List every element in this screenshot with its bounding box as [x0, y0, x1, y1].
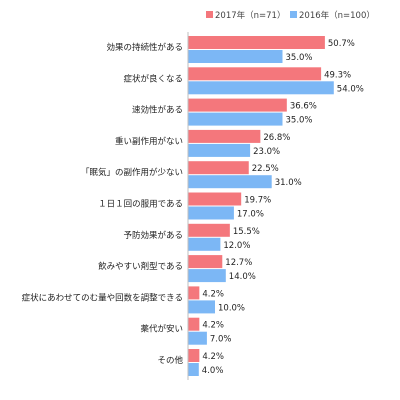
bar-2017 [188, 286, 200, 300]
value-label-2017: 26.8% [263, 133, 290, 143]
value-label-2017: 4.2% [202, 289, 224, 299]
value-label-2016: 12.0% [223, 241, 250, 251]
category-label: 効果の持続性がある [106, 42, 183, 53]
value-label-2017: 15.5% [233, 227, 260, 237]
category-label: 症状にあわせてのむ量や回数を調整できる [22, 292, 183, 303]
bar-2017 [188, 317, 200, 331]
bar-2017 [188, 349, 200, 362]
category-label: その他 [157, 355, 183, 366]
bar-2016 [188, 112, 283, 126]
value-label-2016: 14.0% [229, 272, 256, 282]
bar-2016 [188, 206, 234, 220]
value-label-2016: 35.0% [286, 116, 313, 126]
bar-2017 [188, 223, 230, 237]
value-label-2017: 12.7% [225, 258, 252, 268]
category-label: 速効性がある [132, 105, 183, 116]
category-label: 薬代が安い [140, 324, 183, 335]
bar-2016 [188, 269, 226, 283]
bar-2016 [188, 81, 334, 95]
value-label-2017: 49.3% [324, 70, 351, 80]
bar-2017 [188, 36, 325, 49]
value-label-2016: 4.0% [202, 366, 224, 376]
value-label-2017: 36.6% [290, 102, 317, 112]
bar-2016 [188, 237, 221, 251]
value-label-2017: 4.2% [202, 352, 224, 362]
value-label-2016: 17.0% [237, 210, 264, 220]
bar-2016 [188, 300, 215, 314]
value-label-2017: 4.2% [202, 321, 224, 331]
chart-legend: 2017年（n=71） 2016年（n=100） [206, 10, 375, 21]
bar-2017 [188, 98, 287, 112]
value-label-2017: 22.5% [252, 164, 279, 174]
category-label: 「眠気」の副作用が少ない [81, 167, 183, 178]
bar-2016 [188, 143, 251, 157]
legend-2016-label: 2016年（n=100） [299, 10, 375, 21]
bar-2017 [188, 255, 223, 269]
bar-2017 [188, 161, 249, 175]
value-label-2017: 19.7% [244, 196, 271, 206]
value-label-2016: 23.0% [253, 147, 280, 157]
bar-2017 [188, 129, 261, 143]
legend-2017-label: 2017年（n=71） [215, 10, 285, 21]
category-label: 症状が良くなる [123, 73, 183, 84]
bar-2016 [188, 331, 207, 345]
category-label: 予防効果がある [123, 230, 183, 241]
category-labels: 効果の持続性がある症状が良くなる速効性がある重い副作用がない「眠気」の副作用が少… [22, 42, 184, 366]
legend-2017-swatch [206, 11, 213, 18]
value-label-2016: 10.0% [218, 303, 245, 313]
legend-2016-swatch [290, 11, 297, 18]
category-label: １日１回の服用である [98, 200, 183, 210]
value-label-2017: 50.7% [328, 39, 355, 49]
value-label-2016: 35.0% [286, 53, 313, 63]
category-label: 飲みやすい剤型である [98, 261, 183, 272]
value-label-2016: 54.0% [337, 84, 364, 94]
value-label-2016: 31.0% [275, 178, 302, 188]
bar-2017 [188, 67, 322, 81]
bar-2017 [188, 192, 242, 206]
chart-bars: 50.7% 35.0% 49.3% 54.0% 36.6% 35.0% 26.8% 23.0%… [188, 36, 364, 376]
bar-2016 [188, 175, 272, 189]
category-label: 重い副作用がない [115, 136, 183, 147]
value-label-2016: 7.0% [210, 335, 232, 345]
bar-2016 [188, 50, 283, 63]
bar-2016 [188, 363, 199, 376]
